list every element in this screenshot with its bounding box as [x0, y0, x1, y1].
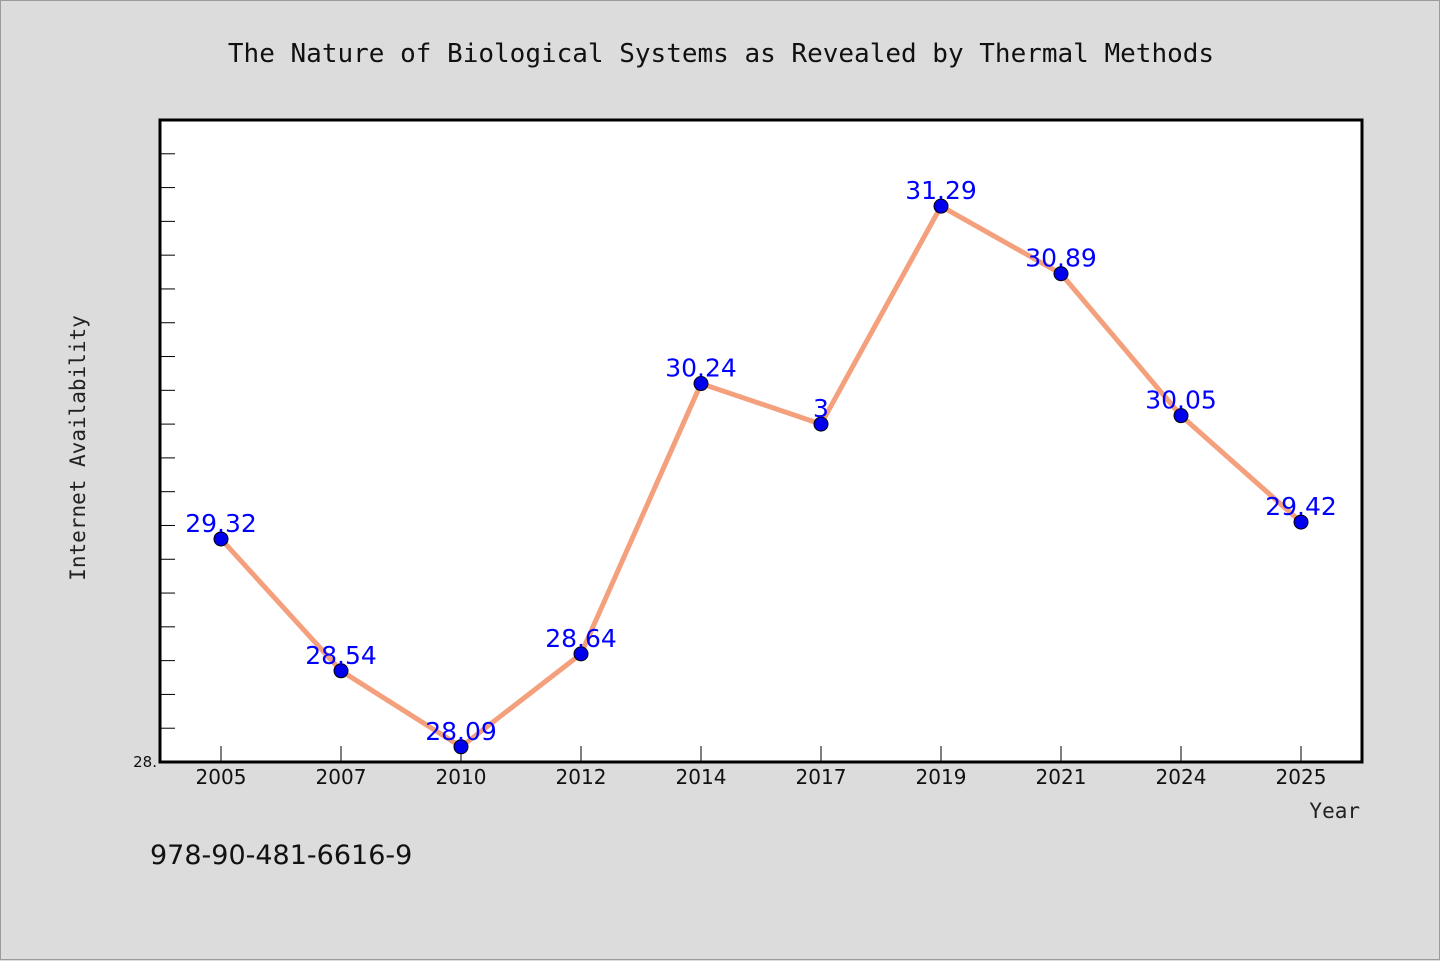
y-axis-label: Internet Availability [66, 315, 90, 581]
y-tick-label: 28. [133, 753, 157, 771]
x-tick-label: 2012 [556, 765, 607, 789]
data-label: 28.54 [305, 641, 377, 670]
x-axis-tick-labels: 2005 2007 2010 2012 2014 2017 2019 2021 2024 2025 [196, 765, 1327, 789]
data-point [1293, 514, 1309, 530]
data-label: 30.24 [665, 354, 737, 383]
data-labels: 29.32 28.54 28.09 28.64 30.24 3 31.29 30.89 30.0… [185, 176, 1337, 746]
x-tick-label: 2019 [916, 765, 967, 789]
data-point [693, 376, 709, 392]
data-label: 29.32 [185, 509, 257, 538]
data-label: 29.42 [1265, 492, 1337, 521]
x-axis-label: Year [1309, 799, 1360, 823]
data-point [453, 739, 469, 755]
x-tick-label: 2017 [796, 765, 847, 789]
x-tick-label: 2024 [1156, 765, 1207, 789]
x-axis-ticks [220, 746, 1302, 762]
x-tick-label: 2010 [436, 765, 487, 789]
data-label: 30.05 [1145, 386, 1217, 415]
y-axis-ticks [160, 119, 175, 763]
data-point [1053, 266, 1069, 282]
isbn-footer: 978-90-481-6616-9 [150, 840, 412, 871]
x-tick-label: 2007 [316, 765, 367, 789]
data-label: 28.09 [425, 717, 497, 746]
data-point [573, 646, 589, 662]
data-label: 28.64 [545, 624, 617, 653]
x-tick-label: 2021 [1036, 765, 1087, 789]
data-point [1173, 408, 1189, 424]
data-point [213, 531, 229, 547]
x-tick-label: 2005 [196, 765, 247, 789]
x-tick-label: 2025 [1276, 765, 1327, 789]
data-point [333, 663, 349, 679]
data-label: 30.89 [1025, 244, 1097, 273]
plot-area [158, 118, 1364, 764]
series-markers [213, 198, 1309, 755]
data-label: 3 [813, 394, 829, 423]
chart-title: The Nature of Biological Systems as Reve… [228, 39, 1214, 69]
x-tick-label: 2014 [676, 765, 727, 789]
data-point [933, 198, 949, 214]
data-point [813, 416, 829, 432]
data-label: 31.29 [905, 176, 977, 205]
series-line [219, 203, 1303, 750]
